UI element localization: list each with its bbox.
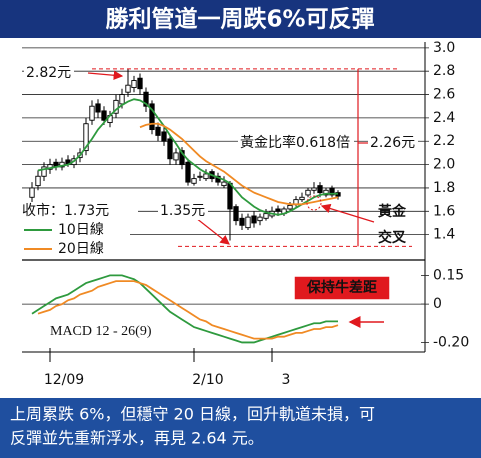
annotation: 黃金比率0.618倍	[240, 134, 350, 151]
candle-body	[161, 131, 167, 142]
y-tick-label: 0	[433, 296, 442, 312]
annotation: 2.82元	[26, 65, 71, 81]
annotation: 黃金	[377, 203, 407, 220]
candle-body	[119, 94, 125, 105]
candle-body	[323, 189, 329, 196]
caption-line: 反彈並先重新浮水，再見 2.64 元。	[10, 429, 264, 448]
annotation: 2.26元	[370, 135, 415, 151]
caption-line: 上周累跌 6%，但穩守 20 日線，回升軌道未損，可	[10, 405, 375, 424]
legend-label: 10日線	[58, 222, 104, 238]
y-tick-label: 2.8	[433, 63, 455, 79]
arrow	[195, 217, 230, 245]
arrow	[87, 70, 124, 81]
candle-body	[329, 187, 335, 196]
candle-body	[197, 175, 203, 178]
candle-body	[317, 185, 323, 194]
highlight	[306, 195, 322, 211]
label-bg	[20, 202, 138, 220]
title: 勝利管道一周跌6%可反彈	[105, 6, 374, 33]
candle-body	[287, 205, 293, 210]
candle-body	[185, 161, 191, 183]
callout-box	[293, 275, 391, 301]
annotation: 1.35元	[160, 203, 205, 219]
panel-label: MACD 12 - 26(9)	[50, 324, 152, 339]
candle-body	[35, 175, 41, 187]
candle-body	[95, 103, 101, 113]
candle-body	[125, 84, 131, 93]
candle-body	[263, 213, 269, 219]
candle-body	[251, 215, 257, 224]
legend-bg	[20, 221, 130, 239]
candle-body	[131, 80, 137, 88]
caption-bar	[0, 398, 481, 458]
line-series	[139, 122, 339, 206]
candle-body	[245, 216, 251, 229]
arrow	[320, 203, 375, 223]
candle-body	[137, 77, 143, 90]
candle-body	[275, 208, 281, 212]
callout: 保持牛差距	[306, 279, 377, 296]
annotation: 交叉	[378, 229, 407, 246]
x-tick-label: 12/09	[44, 372, 84, 388]
candle-body	[143, 91, 149, 107]
line-series	[31, 274, 338, 344]
y-tick-label: 2.2	[433, 133, 455, 149]
label-bg	[158, 202, 208, 220]
annotation: 收市：1.73元	[22, 202, 109, 219]
y-tick-label: 0.15	[433, 267, 464, 283]
candle-body	[179, 150, 185, 166]
candle-body	[227, 182, 233, 210]
legend-bg	[20, 240, 130, 258]
y-tick-label: 1.6	[433, 203, 455, 219]
candle-body	[29, 187, 35, 198]
candle-body	[41, 166, 47, 177]
legend-label: 20日線	[58, 241, 104, 257]
y-tick-label: 3.0	[433, 40, 455, 56]
candle-body	[233, 206, 239, 222]
candle-body	[149, 103, 155, 131]
candle-body	[239, 217, 245, 226]
label-bg	[238, 134, 354, 152]
candle-body	[305, 189, 311, 196]
y-tick-label: 1.4	[433, 227, 455, 243]
label-bg	[24, 64, 74, 82]
candle-body	[299, 196, 305, 201]
y-tick-label: 2.6	[433, 87, 455, 103]
candle-body	[173, 152, 179, 161]
x-tick-label: 2/10	[192, 372, 223, 388]
candle-body	[113, 99, 119, 114]
candle-body	[311, 187, 317, 191]
candle-body	[83, 123, 89, 152]
candle-body	[89, 105, 95, 121]
x-tick-label: 3	[282, 372, 291, 388]
candle-body	[191, 178, 197, 184]
line-series	[37, 280, 339, 340]
candle-body	[257, 216, 263, 222]
title-bar	[0, 0, 481, 38]
candle-body	[203, 173, 209, 180]
line-series	[37, 98, 338, 216]
y-tick-label: 2.4	[433, 110, 455, 126]
candle-body	[155, 126, 161, 136]
candle-body	[101, 110, 107, 121]
candle-body	[221, 181, 227, 187]
label-bg	[368, 134, 418, 152]
y-tick-label: 1.8	[433, 180, 455, 196]
candle-body	[167, 138, 173, 160]
y-tick-label: -0.20	[433, 334, 469, 350]
y-tick-label: 2.0	[433, 157, 455, 173]
